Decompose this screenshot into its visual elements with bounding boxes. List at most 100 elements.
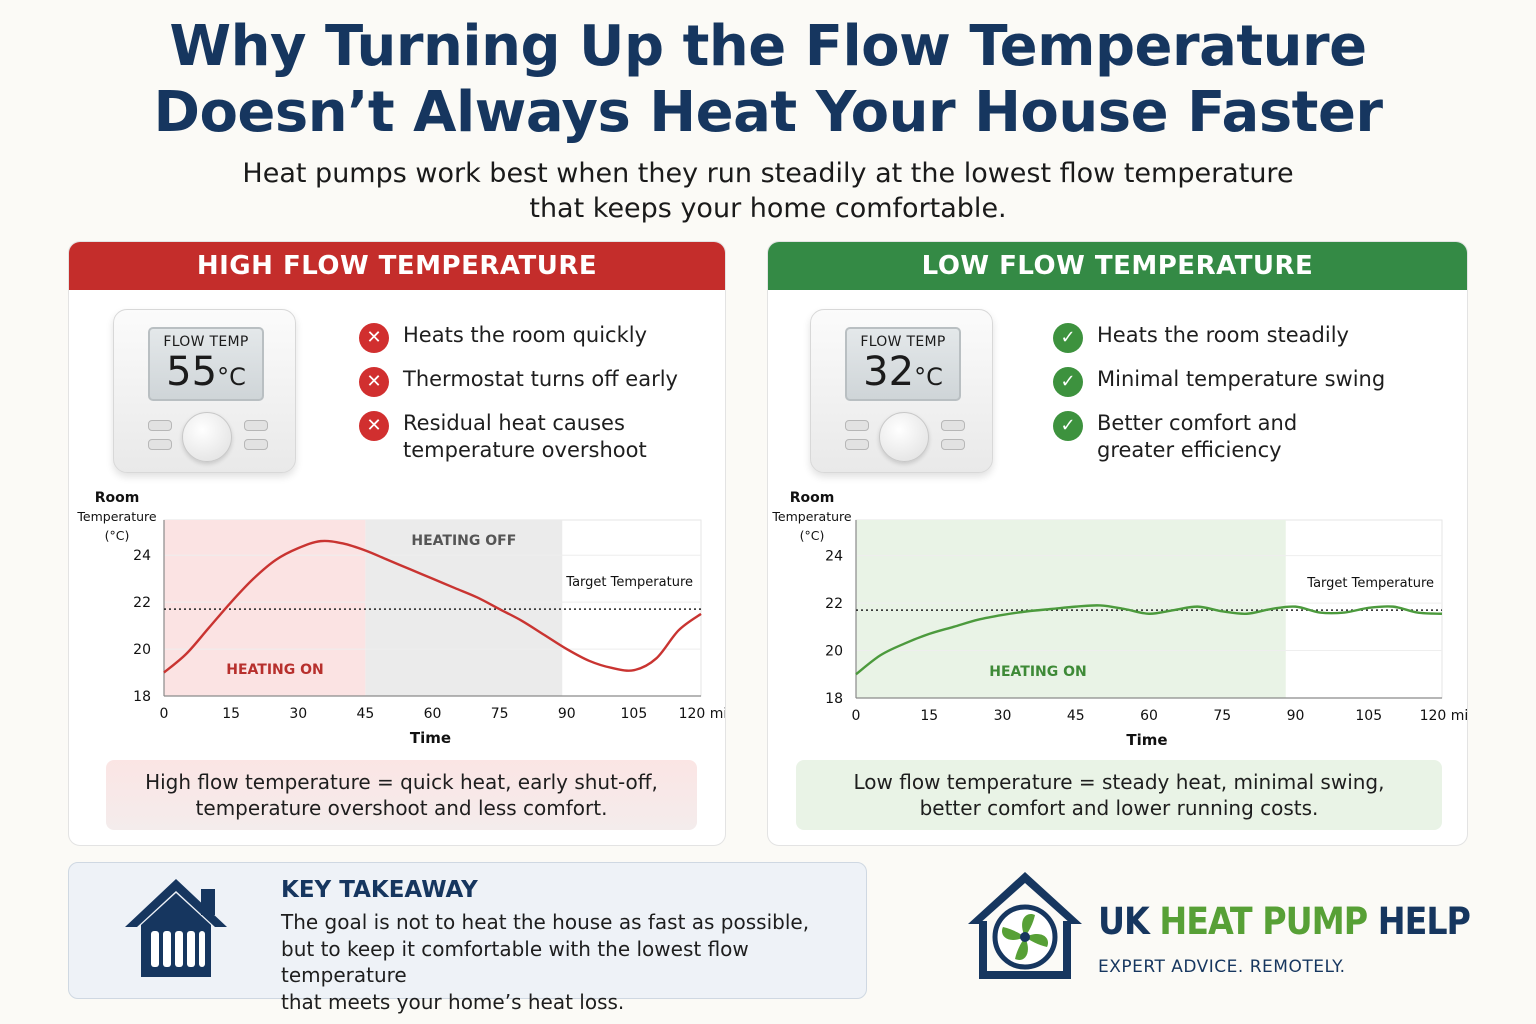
x-tick-label: 45 — [1067, 708, 1085, 724]
flow-temp-label: FLOW TEMP — [860, 334, 946, 350]
bullet-text: Better comfort and — [1097, 411, 1298, 435]
page-title: Why Turning Up the Flow Temperature Does… — [0, 14, 1536, 146]
thermostat-screen: FLOW TEMP 32°C — [845, 327, 961, 401]
check-icon: ✓ — [1053, 411, 1083, 441]
x-tick-label: 105 — [621, 706, 648, 722]
x-tick-label: 30 — [994, 708, 1012, 724]
bullet-text: Heats the room quickly — [403, 323, 648, 347]
target-label: Target Temperature — [565, 575, 693, 590]
caption-line-1: High flow temperature = quick heat, earl… — [145, 770, 658, 794]
bullet-item: ✕ Heats the room quickly — [359, 322, 678, 353]
x-axis-label: Time — [410, 729, 451, 747]
x-tick-label: 75 — [1213, 708, 1231, 724]
y-tick-label: 18 — [133, 689, 151, 705]
key-takeaway-box: KEY TAKEAWAY The goal is not to heat the… — [68, 862, 867, 1014]
x-tick-label: 30 — [289, 706, 307, 722]
y-axis-label: (°C) — [105, 528, 130, 543]
bullet-item: ✕ Residual heat causes temperature overs… — [359, 410, 678, 464]
high-flow-heading: HIGH FLOW TEMPERATURE — [69, 242, 725, 290]
series-line — [855, 604, 1443, 676]
flow-temp-value: 32 — [863, 349, 915, 395]
flow-temp-unit: °C — [217, 363, 246, 391]
title-line-1: Why Turning Up the Flow Temperature — [169, 14, 1367, 79]
takeaway-line-3: that meets your home’s heat loss. — [281, 989, 625, 1014]
low-caption: Low flow temperature = steady heat, mini… — [796, 760, 1442, 830]
brand-logo-icon — [968, 872, 1082, 979]
x-tick-label: 105 — [1355, 708, 1382, 724]
thermostat-button — [845, 439, 869, 450]
x-tick-label: 60 — [1140, 708, 1158, 724]
y-tick-label: 22 — [133, 595, 151, 611]
thermostat-screen: FLOW TEMP 55°C — [148, 327, 264, 401]
house-radiator-icon — [125, 879, 227, 977]
target-label: Target Temperature — [1306, 576, 1434, 591]
y-tick-label: 24 — [133, 548, 151, 564]
low-flow-heading: LOW FLOW TEMPERATURE — [768, 242, 1467, 290]
low-flow-chart: HEATING ON Target Temperature 18 20 22 24 0 15 3… — [771, 490, 1468, 749]
x-tick-label: 15 — [222, 706, 240, 722]
thermostat-button — [244, 439, 268, 450]
x-tick-label: 120 mins — [679, 706, 726, 722]
x-icon: ✕ — [359, 323, 389, 353]
flow-temp-value-row: 32°C — [847, 350, 959, 399]
takeaway-line-1: The goal is not to heat the house as fas… — [281, 910, 810, 934]
bullet-text: Heats the room steadily — [1097, 323, 1349, 347]
region-band — [365, 520, 563, 696]
check-icon: ✓ — [1053, 323, 1083, 353]
y-axis-label: (°C) — [800, 528, 825, 543]
brand-name-part: UK — [1098, 900, 1160, 943]
caption-line-2: better comfort and lower running costs. — [919, 796, 1319, 820]
high-caption: High flow temperature = quick heat, earl… — [106, 760, 697, 830]
bullet-text-line-2: temperature overshoot — [403, 438, 647, 462]
flow-temp-value-row: 55°C — [150, 350, 262, 399]
high-flow-chart: HEATING ON HEATING OFF Target Temperature 1… — [76, 490, 726, 747]
bullet-item: ✕ Thermostat turns off early — [359, 366, 678, 397]
thermostat-button — [845, 420, 869, 431]
brand-name-part: HELP — [1367, 900, 1471, 943]
y-axis-label: Room — [790, 490, 835, 506]
region-label: HEATING ON — [226, 662, 324, 678]
y-tick-label: 22 — [825, 596, 843, 612]
x-tick-label: 120 mins — [1420, 708, 1468, 724]
thermostat-button — [148, 439, 172, 450]
region-label: HEATING ON — [989, 664, 1087, 680]
thermostat-dial — [879, 412, 929, 462]
subtitle-line-2: that keeps your home comfortable. — [529, 193, 1007, 224]
brand-name: UK HEAT PUMP HELP — [1098, 900, 1471, 943]
thermostat-high: FLOW TEMP 55°C — [113, 309, 296, 473]
bullet-text: Residual heat causes — [403, 411, 625, 435]
subtitle-line-1: Heat pumps work best when they run stead… — [242, 158, 1294, 189]
x-tick-label: 15 — [920, 708, 938, 724]
brand-tagline: EXPERT ADVICE. REMOTELY. — [1098, 957, 1346, 977]
takeaway-heading: KEY TAKEAWAY — [281, 877, 478, 903]
brand-name-part: HEAT PUMP — [1159, 900, 1368, 943]
x-tick-label: 90 — [558, 706, 576, 722]
series-line — [163, 539, 702, 674]
high-bullet-list: ✕ Heats the room quickly ✕ Thermostat tu… — [359, 322, 678, 481]
y-axis-label: Temperature — [76, 509, 156, 524]
bullet-item: ✓ Minimal temperature swing — [1053, 366, 1386, 397]
thermostat-button — [941, 420, 965, 431]
takeaway-line-2: but to keep it comfortable with the lowe… — [281, 936, 749, 988]
check-icon: ✓ — [1053, 367, 1083, 397]
x-tick-label: 0 — [852, 708, 861, 724]
flow-temp-unit: °C — [914, 363, 943, 391]
caption-line-1: Low flow temperature = steady heat, mini… — [853, 770, 1385, 794]
x-tick-label: 0 — [160, 706, 169, 722]
x-tick-label: 60 — [424, 706, 442, 722]
thermostat-button — [244, 420, 268, 431]
bullet-text: Minimal temperature swing — [1097, 367, 1386, 391]
x-icon: ✕ — [359, 411, 389, 441]
bullet-item: ✓ Better comfort and greater efficiency — [1053, 410, 1385, 464]
x-tick-label: 75 — [491, 706, 509, 722]
bullet-text: Thermostat turns off early — [403, 367, 678, 391]
takeaway-body: The goal is not to heat the house as fas… — [281, 909, 861, 1015]
y-tick-label: 18 — [825, 691, 843, 707]
x-axis-label: Time — [1126, 731, 1167, 749]
title-line-2: Doesn’t Always Heat Your House Faster — [153, 80, 1383, 145]
y-axis-label: Room — [95, 490, 140, 506]
page-subtitle: Heat pumps work best when they run stead… — [0, 156, 1536, 226]
x-tick-label: 45 — [356, 706, 374, 722]
region-band — [164, 520, 366, 696]
thermostat-button — [941, 439, 965, 450]
